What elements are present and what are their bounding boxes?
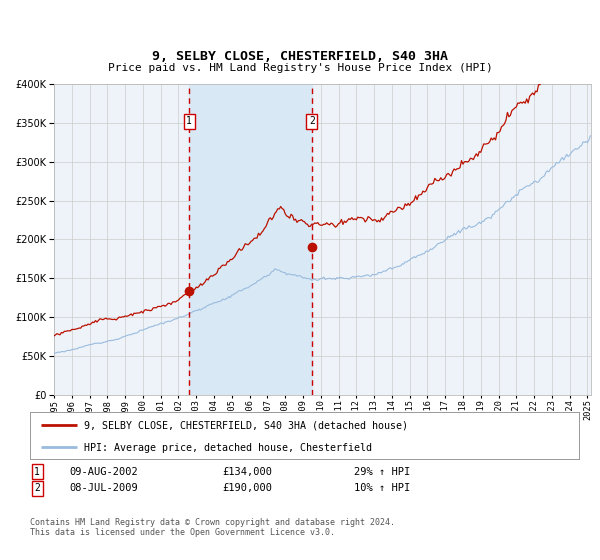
Text: £190,000: £190,000	[222, 483, 272, 493]
Text: 2: 2	[309, 116, 315, 127]
Text: 1: 1	[34, 466, 40, 477]
Text: 10% ↑ HPI: 10% ↑ HPI	[354, 483, 410, 493]
Text: Contains HM Land Registry data © Crown copyright and database right 2024.
This d: Contains HM Land Registry data © Crown c…	[30, 518, 395, 538]
Text: 9, SELBY CLOSE, CHESTERFIELD, S40 3HA: 9, SELBY CLOSE, CHESTERFIELD, S40 3HA	[152, 49, 448, 63]
Text: Price paid vs. HM Land Registry's House Price Index (HPI): Price paid vs. HM Land Registry's House …	[107, 63, 493, 73]
Text: 9, SELBY CLOSE, CHESTERFIELD, S40 3HA (detached house): 9, SELBY CLOSE, CHESTERFIELD, S40 3HA (d…	[84, 421, 408, 431]
Text: HPI: Average price, detached house, Chesterfield: HPI: Average price, detached house, Ches…	[84, 444, 372, 453]
Text: 09-AUG-2002: 09-AUG-2002	[69, 466, 138, 477]
Bar	[189, 84, 312, 395]
Text: 29% ↑ HPI: 29% ↑ HPI	[354, 466, 410, 477]
Text: 08-JUL-2009: 08-JUL-2009	[69, 483, 138, 493]
Text: 2: 2	[34, 483, 40, 493]
Text: £134,000: £134,000	[222, 466, 272, 477]
Text: 1: 1	[187, 116, 192, 127]
